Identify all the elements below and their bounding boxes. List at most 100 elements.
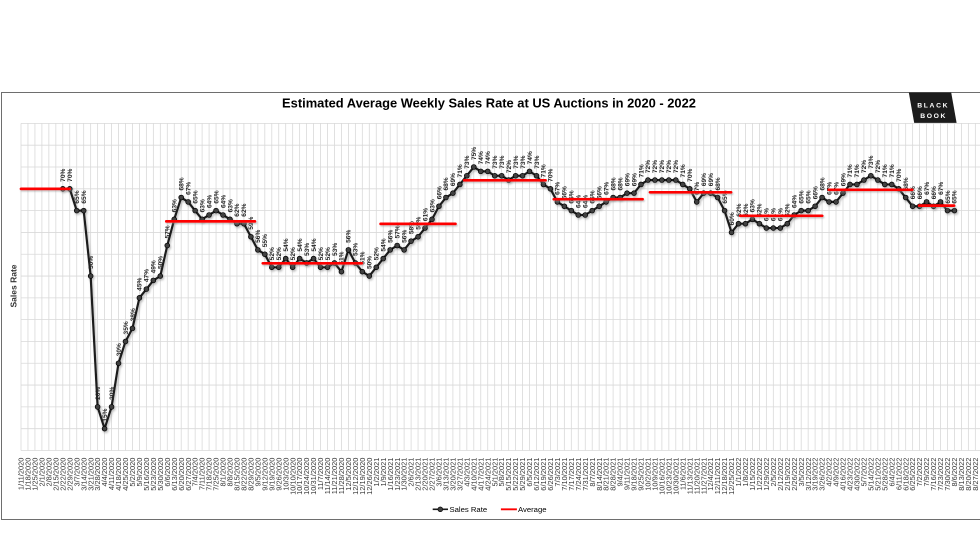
svg-text:7/23/2022: 7/23/2022 xyxy=(936,458,945,491)
svg-text:74%: 74% xyxy=(485,151,492,164)
svg-text:7/3/2021: 7/3/2021 xyxy=(553,458,562,487)
svg-text:1/16/2021: 1/16/2021 xyxy=(386,458,395,491)
svg-text:2/26/2022: 2/26/2022 xyxy=(790,458,799,491)
svg-text:2/8/2020: 2/8/2020 xyxy=(44,458,53,487)
svg-text:58%: 58% xyxy=(408,221,415,234)
svg-text:5/14/2022: 5/14/2022 xyxy=(866,458,875,491)
svg-text:Average: Average xyxy=(518,505,547,514)
svg-text:BLACK: BLACK xyxy=(917,102,949,109)
svg-text:11/21/2020: 11/21/2020 xyxy=(330,458,339,495)
svg-text:67%: 67% xyxy=(826,182,833,195)
svg-text:6/27/2020: 6/27/2020 xyxy=(184,458,193,491)
svg-text:3/19/2022: 3/19/2022 xyxy=(811,458,820,491)
svg-text:67%: 67% xyxy=(924,182,931,195)
svg-text:7/16/2022: 7/16/2022 xyxy=(929,458,938,491)
svg-text:4/2/2022: 4/2/2022 xyxy=(825,458,834,487)
svg-text:61%: 61% xyxy=(764,208,771,221)
svg-text:5/22/2021: 5/22/2021 xyxy=(511,458,520,491)
svg-text:50%: 50% xyxy=(367,256,374,269)
svg-text:66%: 66% xyxy=(812,186,819,199)
svg-text:1/8/2022: 1/8/2022 xyxy=(741,458,750,487)
svg-text:71%: 71% xyxy=(854,164,861,177)
svg-text:Estimated Average Weekly Sales: Estimated Average Weekly Sales Rate at U… xyxy=(282,96,696,111)
svg-text:73%: 73% xyxy=(499,155,506,168)
svg-text:3/14/2020: 3/14/2020 xyxy=(79,458,88,491)
svg-text:20%: 20% xyxy=(109,387,116,400)
svg-text:6/4/2022: 6/4/2022 xyxy=(887,458,896,487)
svg-text:54%: 54% xyxy=(297,238,304,251)
svg-text:6/26/2021: 6/26/2021 xyxy=(546,458,555,491)
svg-text:66%: 66% xyxy=(436,186,443,199)
svg-text:9/11/2021: 9/11/2021 xyxy=(623,458,632,491)
svg-text:3/26/2022: 3/26/2022 xyxy=(818,458,827,491)
svg-text:2/6/2021: 2/6/2021 xyxy=(407,458,416,487)
svg-text:60%: 60% xyxy=(729,212,736,225)
svg-text:65%: 65% xyxy=(798,190,805,203)
svg-text:65%: 65% xyxy=(81,190,88,203)
svg-text:72%: 72% xyxy=(506,160,513,173)
svg-text:65%: 65% xyxy=(213,190,220,203)
svg-text:52%: 52% xyxy=(290,247,297,260)
svg-text:73%: 73% xyxy=(464,155,471,168)
svg-text:62%: 62% xyxy=(241,203,248,216)
svg-text:4/17/2021: 4/17/2021 xyxy=(476,458,485,491)
svg-text:8/14/2021: 8/14/2021 xyxy=(595,458,604,491)
svg-text:6/5/2021: 6/5/2021 xyxy=(525,458,534,487)
svg-text:72%: 72% xyxy=(666,160,673,173)
svg-text:10/16/2021: 10/16/2021 xyxy=(657,458,666,495)
svg-text:1/25/2020: 1/25/2020 xyxy=(31,458,40,491)
svg-text:62%: 62% xyxy=(785,203,792,216)
svg-text:55%: 55% xyxy=(262,234,269,247)
svg-text:35%: 35% xyxy=(123,321,130,334)
svg-text:71%: 71% xyxy=(889,164,896,177)
svg-text:11/14/2020: 11/14/2020 xyxy=(323,458,332,495)
svg-text:71%: 71% xyxy=(541,164,548,177)
svg-text:57%: 57% xyxy=(165,225,172,238)
svg-text:7/4/2020: 7/4/2020 xyxy=(191,458,200,487)
svg-text:72%: 72% xyxy=(659,160,666,173)
svg-text:1/15/2022: 1/15/2022 xyxy=(748,458,757,491)
svg-text:72%: 72% xyxy=(875,160,882,173)
svg-text:2/15/2020: 2/15/2020 xyxy=(51,458,60,491)
svg-text:3/21/2020: 3/21/2020 xyxy=(86,458,95,491)
svg-text:1/9/2021: 1/9/2021 xyxy=(379,458,388,487)
svg-text:65%: 65% xyxy=(952,190,959,203)
svg-text:70%: 70% xyxy=(60,168,67,181)
svg-text:10/31/2020: 10/31/2020 xyxy=(309,458,318,495)
svg-text:68%: 68% xyxy=(610,177,617,190)
svg-text:62%: 62% xyxy=(736,203,743,216)
svg-text:8/21/2021: 8/21/2021 xyxy=(602,458,611,491)
svg-text:9/4/2021: 9/4/2021 xyxy=(616,458,625,487)
svg-text:7/30/2022: 7/30/2022 xyxy=(943,458,952,491)
svg-text:73%: 73% xyxy=(868,155,875,168)
svg-text:2/1/2020: 2/1/2020 xyxy=(38,458,47,487)
svg-text:8/15/2020: 8/15/2020 xyxy=(233,458,242,491)
svg-text:8/7/2021: 8/7/2021 xyxy=(588,458,597,487)
svg-text:51%: 51% xyxy=(360,251,367,264)
svg-text:4/30/2022: 4/30/2022 xyxy=(853,458,862,491)
svg-text:65%: 65% xyxy=(74,190,81,203)
svg-text:51%: 51% xyxy=(339,251,346,264)
svg-text:5/1/2021: 5/1/2021 xyxy=(490,458,499,487)
svg-text:10/23/2021: 10/23/2021 xyxy=(664,458,673,495)
svg-text:71%: 71% xyxy=(638,164,645,177)
svg-text:52%: 52% xyxy=(318,247,325,260)
svg-text:5/21/2022: 5/21/2022 xyxy=(873,458,882,491)
svg-text:71%: 71% xyxy=(847,164,854,177)
svg-text:12/18/2021: 12/18/2021 xyxy=(720,458,729,495)
svg-text:68%: 68% xyxy=(819,177,826,190)
svg-text:57%: 57% xyxy=(394,225,401,238)
svg-text:65%: 65% xyxy=(569,190,576,203)
svg-text:9/12/2020: 9/12/2020 xyxy=(260,458,269,491)
svg-text:6/11/2022: 6/11/2022 xyxy=(894,458,903,491)
svg-text:5/15/2021: 5/15/2021 xyxy=(504,458,513,491)
svg-text:64%: 64% xyxy=(576,195,583,208)
svg-text:50%: 50% xyxy=(158,256,165,269)
svg-text:9/18/2021: 9/18/2021 xyxy=(630,458,639,491)
svg-text:52%: 52% xyxy=(269,247,276,260)
svg-text:66%: 66% xyxy=(596,186,603,199)
svg-text:11/20/2021: 11/20/2021 xyxy=(692,458,701,495)
svg-text:53%: 53% xyxy=(332,243,339,256)
svg-text:73%: 73% xyxy=(534,155,541,168)
svg-text:6/13/2020: 6/13/2020 xyxy=(170,458,179,491)
